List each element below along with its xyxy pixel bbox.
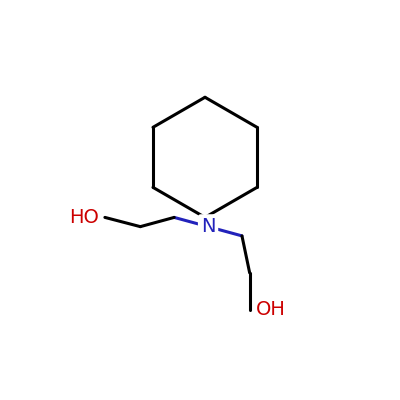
Text: HO: HO [69,208,99,227]
Text: N: N [201,217,215,236]
Text: OH: OH [256,300,286,319]
